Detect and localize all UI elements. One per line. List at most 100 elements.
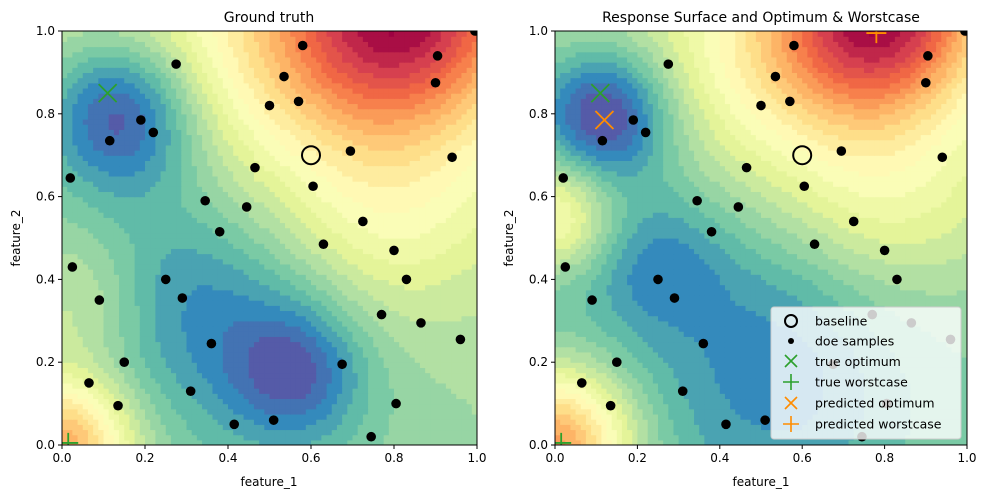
contour-cell	[300, 300, 307, 306]
contour-cell	[160, 206, 167, 213]
contour-cell	[419, 155, 426, 161]
contour-cell	[103, 181, 110, 187]
contour-cell	[103, 217, 110, 224]
contour-cell	[388, 419, 395, 425]
contour-cell	[425, 284, 431, 291]
contour-cell	[331, 243, 338, 249]
contour-cell	[378, 170, 385, 177]
contour-cell	[342, 403, 348, 410]
contour-cell	[77, 382, 84, 389]
contour-cell	[394, 279, 400, 286]
contour-cell	[87, 439, 94, 445]
contour-cell	[160, 160, 167, 167]
contour-cell	[165, 289, 172, 296]
contour-cell	[321, 346, 328, 353]
contour-cell	[285, 429, 291, 436]
contour-cell	[409, 388, 416, 394]
contour-cell	[129, 408, 136, 415]
contour-cell	[139, 196, 146, 203]
contour-cell	[461, 124, 468, 130]
contour-cell	[150, 377, 156, 384]
contour-cell	[321, 222, 328, 229]
contour-cell	[139, 279, 146, 286]
contour-cell	[150, 206, 156, 213]
contour-cell	[409, 429, 416, 436]
contour-cell	[305, 274, 312, 280]
contour-cell	[461, 424, 468, 431]
contour-cell	[425, 170, 431, 177]
contour-cell	[62, 196, 68, 203]
contour-cell	[155, 429, 162, 436]
contour-cell	[124, 403, 131, 410]
contour-cell	[62, 331, 68, 337]
contour-cell	[93, 279, 99, 286]
contour-cell	[87, 429, 94, 436]
contour-cell	[186, 377, 193, 384]
contour-cell	[259, 144, 265, 151]
contour-cell	[165, 310, 172, 317]
contour-cell	[357, 165, 364, 172]
contour-cell	[394, 263, 400, 270]
contour-cell	[430, 217, 437, 224]
contour-cell	[414, 232, 421, 239]
contour-cell	[471, 388, 477, 394]
contour-cell	[352, 134, 359, 141]
contour-cell	[336, 170, 343, 177]
contour-cell	[440, 191, 447, 198]
contour-cell	[228, 150, 234, 156]
contour-cell	[222, 388, 229, 394]
contour-cell	[419, 175, 426, 182]
contour-cell	[300, 253, 307, 260]
contour-cell	[435, 181, 442, 187]
contour-cell	[394, 191, 400, 198]
contour-cell	[129, 129, 136, 136]
contour-cell	[435, 160, 442, 167]
contour-cell	[77, 212, 84, 218]
contour-cell	[362, 232, 369, 239]
contour-cell	[336, 253, 343, 260]
contour-cell	[362, 325, 369, 332]
contour-cell	[362, 269, 369, 275]
contour-cell	[279, 413, 286, 420]
contour-cell	[202, 408, 208, 415]
contour-cell	[419, 263, 426, 270]
contour-cell	[399, 258, 405, 265]
contour-cell	[326, 258, 333, 265]
contour-cell	[279, 217, 286, 224]
contour-cell	[62, 419, 68, 425]
contour-cell	[165, 357, 172, 363]
contour-cell	[295, 403, 302, 410]
contour-cell	[316, 274, 322, 280]
contour-cell	[471, 196, 477, 203]
contour-cell	[186, 408, 193, 415]
contour-cell	[342, 274, 348, 280]
contour-cell	[103, 201, 110, 208]
contour-cell	[362, 388, 369, 394]
contour-cell	[357, 201, 364, 208]
contour-cell	[269, 134, 276, 141]
contour-cell	[145, 351, 151, 358]
contour-cell	[129, 429, 136, 436]
contour-cell	[373, 201, 380, 208]
contour-cell	[394, 160, 400, 167]
contour-cell	[191, 357, 198, 363]
contour-cell	[87, 341, 94, 348]
contour-cell	[108, 269, 115, 275]
contour-cell	[181, 429, 188, 436]
contour-cell	[196, 372, 203, 379]
contour-cell	[113, 279, 120, 286]
contour-cell	[435, 300, 442, 306]
contour-cell	[368, 238, 374, 244]
contour-cell	[119, 232, 125, 239]
contour-cell	[425, 253, 431, 260]
contour-cell	[352, 274, 359, 280]
contour-cell	[165, 305, 172, 312]
contour-cell	[331, 269, 338, 275]
contour-cell	[207, 331, 214, 337]
contour-cell	[207, 206, 214, 213]
contour-cell	[466, 341, 473, 348]
contour-cell	[331, 134, 338, 141]
contour-cell	[139, 258, 146, 265]
contour-cell	[378, 227, 385, 234]
contour-cell	[82, 362, 89, 368]
